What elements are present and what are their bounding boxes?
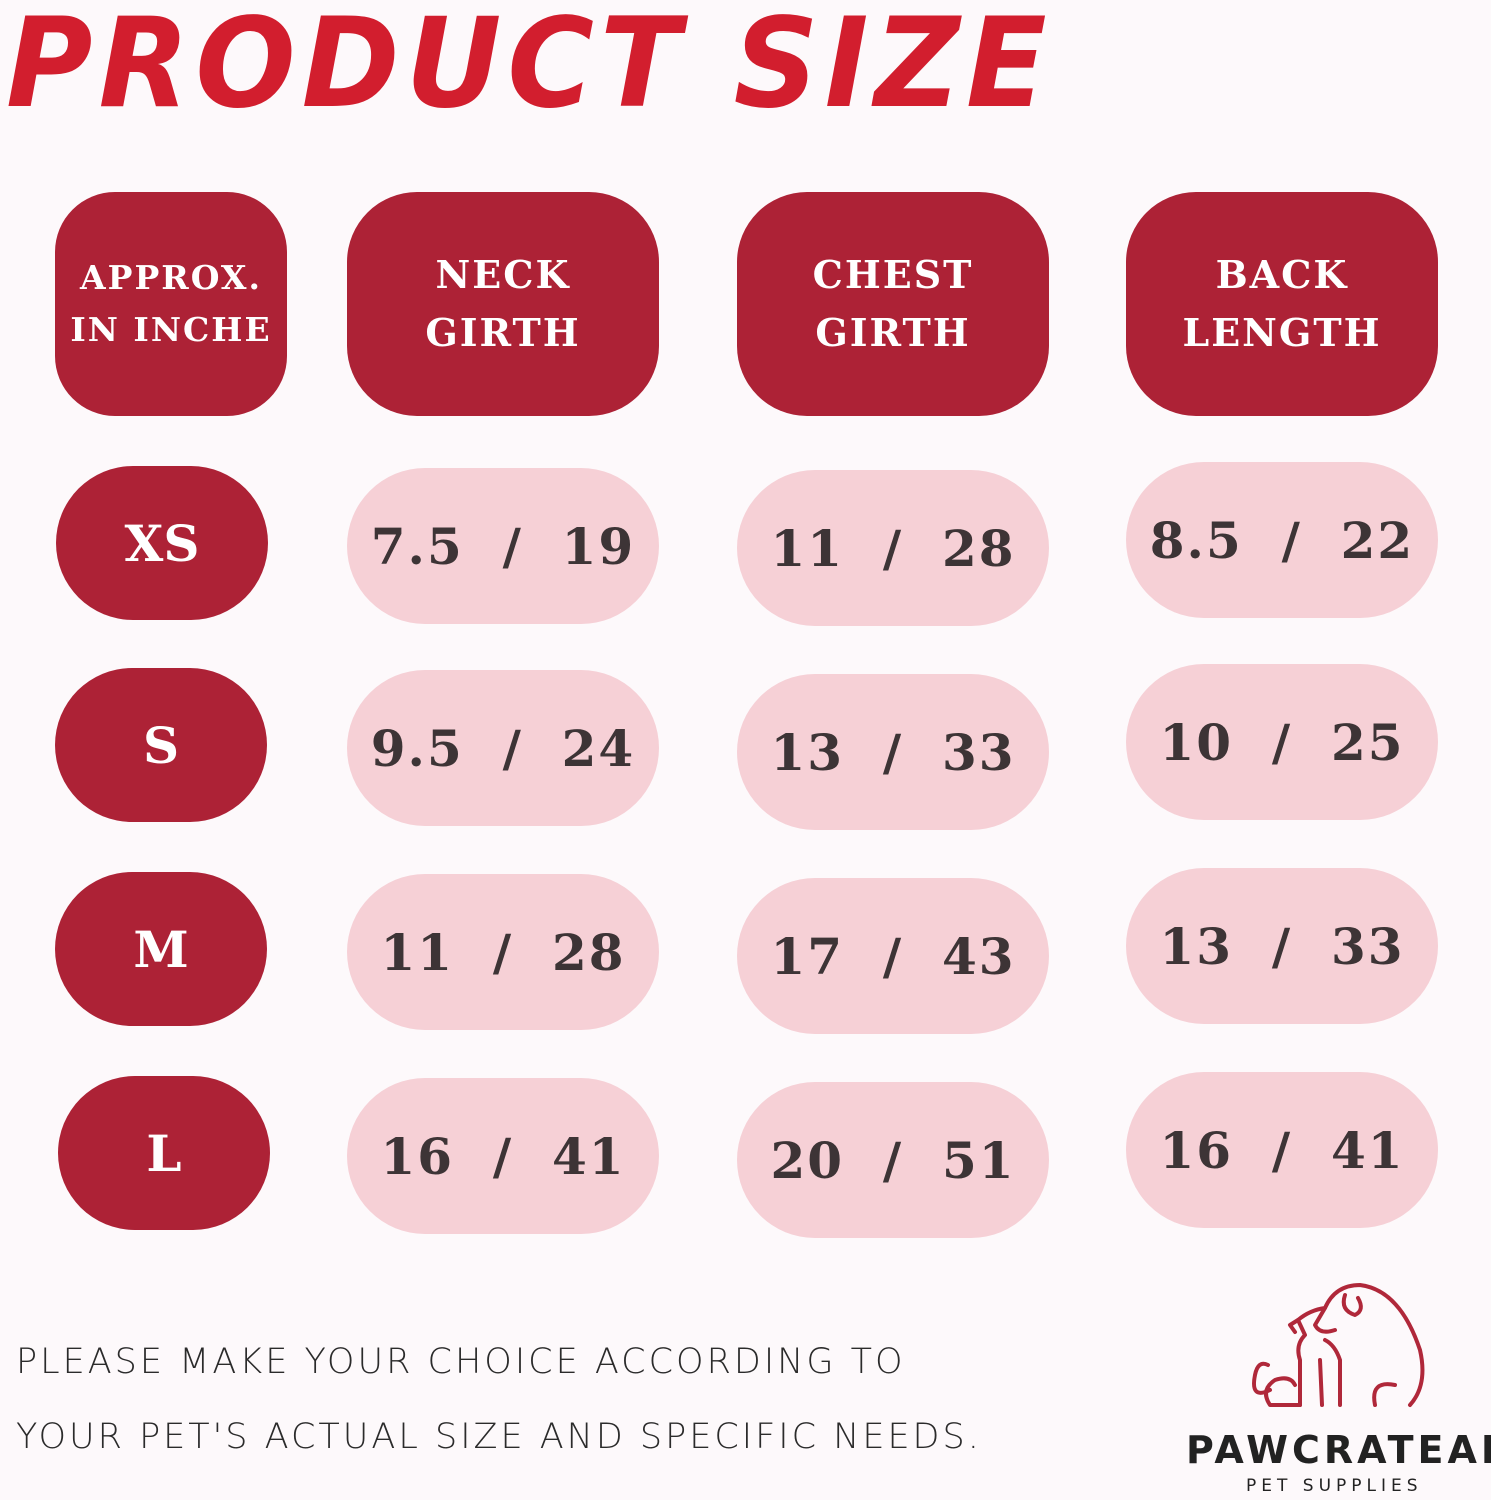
header-approx: APPROX. IN INCHE [55, 192, 287, 416]
cell-neck: 7.5 / 19 [347, 468, 659, 624]
size-label: XS [56, 466, 268, 620]
dog-cat-logo-icon [1252, 1283, 1425, 1407]
cell-chest: 11 / 28 [737, 470, 1049, 626]
cell-back: 13 / 33 [1126, 868, 1438, 1024]
header-line: GIRTH [425, 310, 581, 355]
header-back-length: BACK LENGTH [1126, 192, 1438, 416]
header-line: LENGTH [1182, 310, 1382, 355]
header-chest-girth: CHEST GIRTH [737, 192, 1049, 416]
size-label: M [55, 872, 267, 1026]
brand-tagline: PET SUPPLIES [1246, 1476, 1423, 1496]
header-line: IN INCHE [70, 310, 272, 349]
header-line: CHEST [812, 252, 974, 297]
header-neck-girth: NECK GIRTH [347, 192, 659, 416]
cell-back: 16 / 41 [1126, 1072, 1438, 1228]
cell-neck: 16 / 41 [347, 1078, 659, 1234]
size-note: PLEASE MAKE YOUR CHOICE ACCORDING TO YOU… [16, 1325, 982, 1475]
note-line-1: PLEASE MAKE YOUR CHOICE ACCORDING TO [16, 1342, 906, 1382]
cell-chest: 17 / 43 [737, 878, 1049, 1034]
size-label: S [55, 668, 267, 822]
size-label: L [58, 1076, 270, 1230]
header-line: BACK [1215, 252, 1349, 297]
note-line-2: YOUR PET'S ACTUAL SIZE AND SPECIFIC NEED… [16, 1417, 982, 1457]
header-line: APPROX. [80, 258, 262, 297]
cell-chest: 20 / 51 [737, 1082, 1049, 1238]
header-line: NECK [435, 252, 571, 297]
header-line: GIRTH [815, 310, 971, 355]
brand-name: PAWCRATEAN [1186, 1428, 1491, 1472]
cell-neck: 9.5 / 24 [347, 670, 659, 826]
cell-back: 8.5 / 22 [1126, 462, 1438, 618]
page-title: PRODUCT SIZE [6, 0, 1053, 136]
cell-back: 10 / 25 [1126, 664, 1438, 820]
cell-neck: 11 / 28 [347, 874, 659, 1030]
cell-chest: 13 / 33 [737, 674, 1049, 830]
